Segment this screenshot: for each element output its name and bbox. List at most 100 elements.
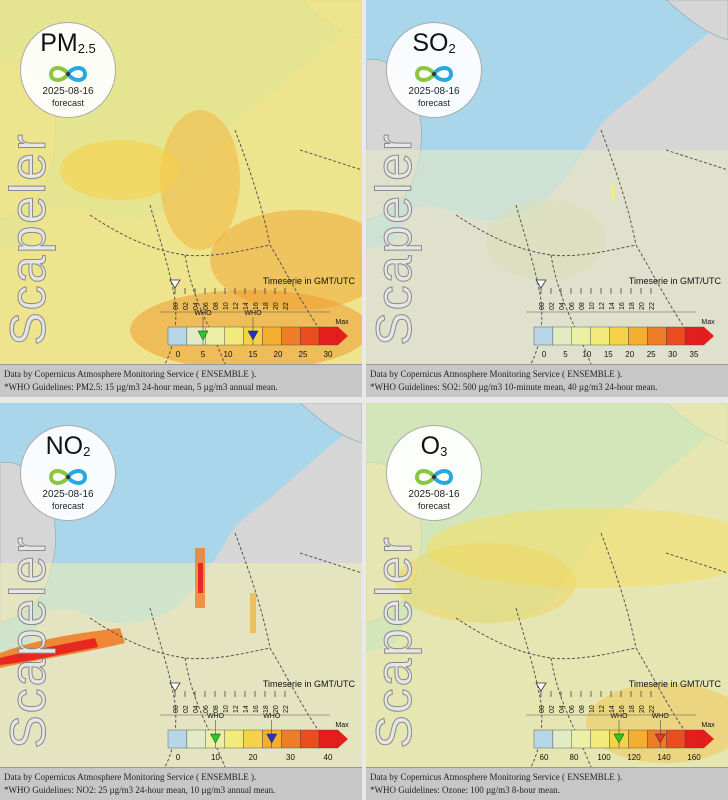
brand-text: Scapeler [366,535,423,749]
scale-tick-label: 80 [570,753,579,762]
hour-label: 02 [549,705,556,713]
max-arrow-icon [704,730,714,748]
scale-segment [684,729,705,749]
hour-label: 00 [173,705,180,713]
scale-tick-label: 140 [657,753,671,762]
scale-segment [571,326,591,346]
hour-label: 06 [569,705,576,713]
current-time-marker-icon[interactable] [535,279,547,289]
hour-label: 22 [283,302,290,310]
hour-label: 04 [193,705,200,713]
data-source-text: Data by Copernicus Atmosphere Monitoring… [370,369,623,379]
scale-segment [590,326,610,346]
hour-label: 20 [639,302,646,310]
hour-label: 20 [639,705,646,713]
scale-tick-label: 40 [324,753,333,762]
scale-tick-label: 30 [286,753,295,762]
panel-so2: Scapeler SO2 2025-08-16 forecast Timeserie i… [366,0,728,397]
scapeler-infinity-logo-icon [48,469,88,485]
scapeler-infinity-logo-icon [48,66,88,82]
hour-label: 02 [183,302,190,310]
scale-segment [300,729,320,749]
hour-label: 00 [539,705,546,713]
max-arrow-icon [704,327,714,345]
scale-segment [318,729,339,749]
forecast-date: 2025-08-16 [408,86,460,97]
pollutant-badge: PM2.5 2025-08-16 forecast [20,22,116,118]
scale-tick-label: 0 [176,350,181,359]
who-guideline-text: *WHO Guidelines: PM2.5: 15 µg/m3 24-hour… [4,382,278,392]
hour-label: 08 [579,705,586,713]
hour-label: 16 [619,705,626,713]
hour-label: 02 [183,705,190,713]
timeserie-title: Timeserie in GMT/UTC [263,276,356,286]
scale-tick-label: 20 [249,753,258,762]
data-source-text: Data by Copernicus Atmosphere Monitoring… [370,772,623,782]
scale-segment [318,326,339,346]
hour-label: 12 [233,302,240,310]
who-label: WHO [652,713,670,720]
hour-label: 16 [253,705,260,713]
scale-segment [647,729,667,749]
max-label: Max [701,319,715,326]
max-label: Max [335,722,349,729]
hour-label: 18 [629,705,636,713]
hour-label: 08 [213,705,220,713]
scale-tick-label: 10 [582,350,591,359]
who-label: WHO [194,310,212,317]
pollution-overlay [0,0,362,364]
scale-segment [533,326,554,346]
timeserie-title: Timeserie in GMT/UTC [629,276,722,286]
legend-wrap: Timeserie in GMT/UTC 00 02 04 06 08 10 12 14 16 18… [160,272,360,369]
forecast-date: 2025-08-16 [408,489,460,500]
scale-segment [666,326,686,346]
forecast-date: 2025-08-16 [42,86,94,97]
hour-label: 10 [223,302,230,310]
max-arrow-icon [338,730,348,748]
panel-footer: Data by Copernicus Atmosphere Monitoring… [0,767,362,800]
scale-tick-label: 10 [224,350,233,359]
hour-label: 14 [609,302,616,310]
scale-tick-label: 5 [563,350,568,359]
panel-pm25: Scapeler PM2.5 2025-08-16 forecast Timeserie… [0,0,362,397]
scapeler-infinity-logo-icon [414,469,454,485]
who-marker-icon [654,733,666,744]
current-time-marker-icon[interactable] [169,279,181,289]
scale-segment [243,729,263,749]
hour-label: 20 [273,705,280,713]
forecast-date: 2025-08-16 [42,489,94,500]
who-label: WHO [263,713,281,720]
current-time-marker-icon[interactable] [169,682,181,692]
brand-watermark: Scapeler [366,95,424,365]
scale-segment [647,326,667,346]
pollutant-badge: NO2 2025-08-16 forecast [20,425,116,521]
who-marker-icon [266,733,278,744]
hour-label: 04 [559,302,566,310]
hour-label: 16 [253,302,260,310]
hour-label: 14 [243,705,250,713]
pollutant-badge: SO2 2025-08-16 forecast [386,22,482,118]
brand-text: Scapeler [0,132,57,346]
scale-segment [281,326,301,346]
scale-tick-label: 30 [324,350,333,359]
hour-label: 06 [203,302,210,310]
current-time-marker-icon[interactable] [535,682,547,692]
scale-tick-label: 0 [176,753,181,762]
brand-text: Scapeler [366,132,423,346]
pollutant-name: O3 [420,432,448,460]
scale-segment [552,729,572,749]
who-guideline-text: *WHO Guidelines: NO2: 25 µg/m3 24-hour m… [4,785,276,795]
hour-label: 00 [173,302,180,310]
scale-segment [224,729,244,749]
hour-label: 06 [203,705,210,713]
who-marker-icon [613,733,625,744]
scale-segment [628,729,648,749]
who-marker-icon [210,733,221,744]
who-guideline-text: *WHO Guidelines: SO2: 500 µg/m3 10-minut… [370,382,658,392]
scale-tick-label: 30 [668,350,677,359]
pollutant-badge: O3 2025-08-16 forecast [386,425,482,521]
